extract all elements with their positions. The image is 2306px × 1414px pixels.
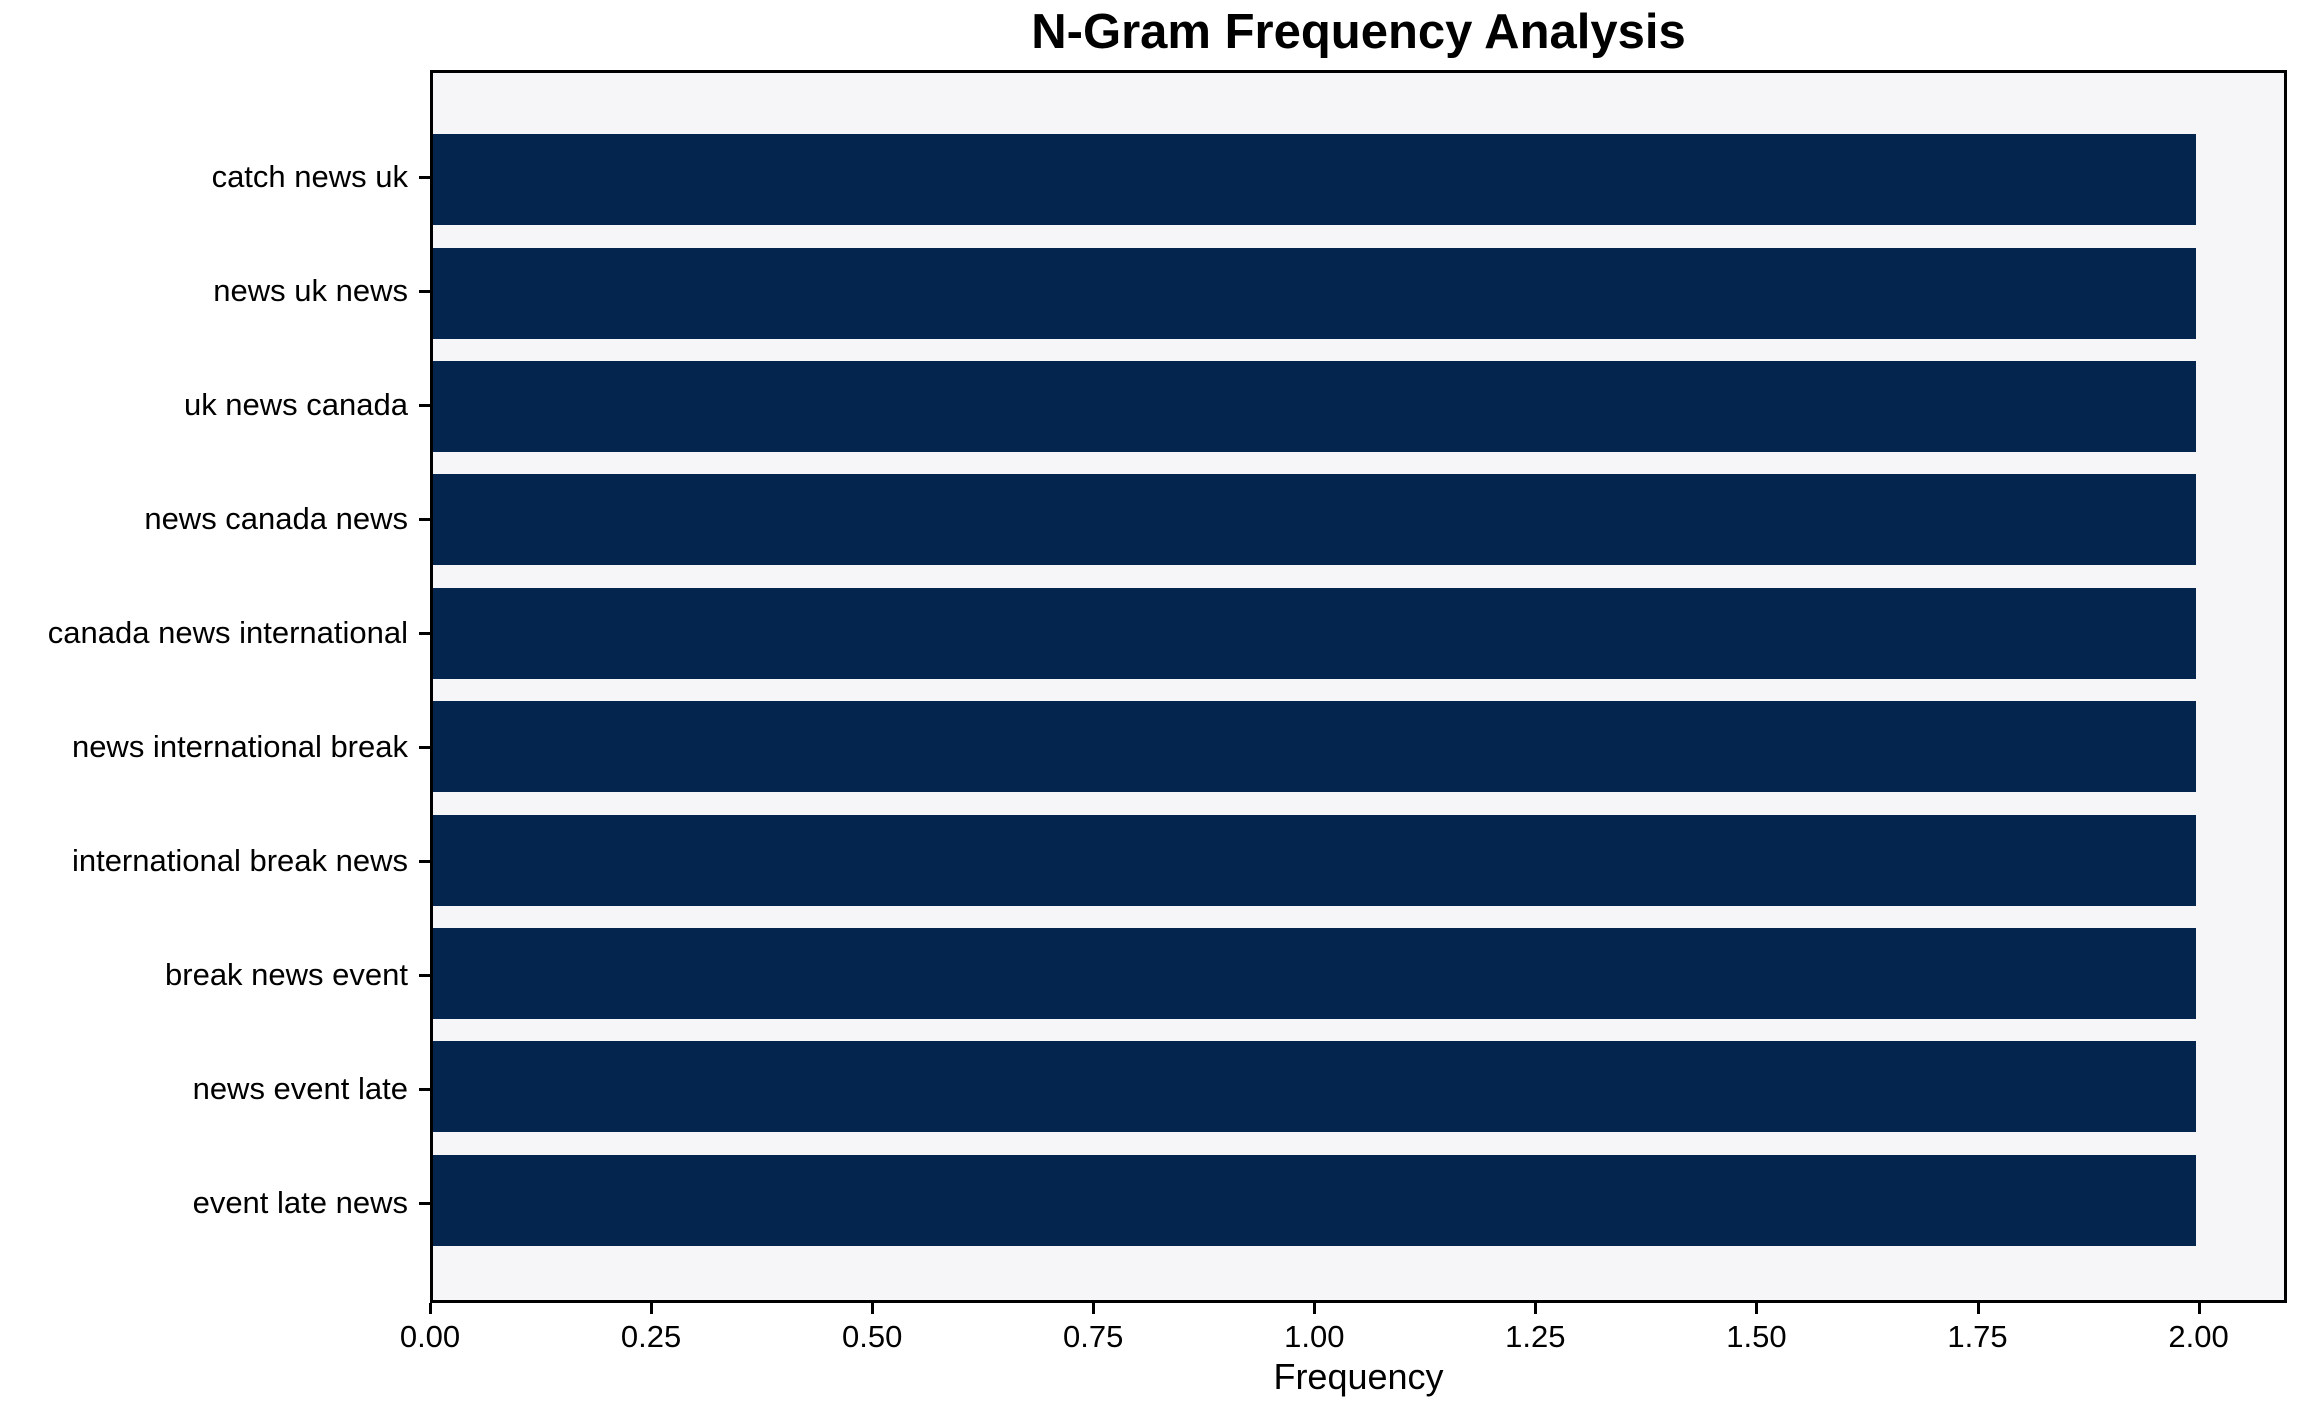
x-tick-label: 1.75 xyxy=(1947,1319,2008,1354)
y-tick-row xyxy=(419,918,430,1032)
y-tick-row xyxy=(419,804,430,918)
bar-row xyxy=(433,577,2284,690)
y-axis-labels: catch news uk news uk news uk news canada n… xyxy=(0,70,408,1303)
y-tick-row xyxy=(419,1146,430,1260)
bar-row xyxy=(433,350,2284,463)
bar-row xyxy=(433,803,2284,916)
y-tick-row xyxy=(419,690,430,804)
bar-row xyxy=(433,917,2284,1030)
bar xyxy=(433,928,2196,1020)
y-tick-row xyxy=(419,234,430,348)
y-tick-mark xyxy=(419,973,430,977)
x-tick-label: 1.25 xyxy=(1505,1319,1566,1354)
x-axis-ticks: 0.00 0.25 0.50 0.75 1.00 1.25 1.50 1.75 2.00 xyxy=(400,1303,2287,1363)
bar-row xyxy=(433,1144,2284,1257)
bar xyxy=(433,361,2196,453)
y-tick-label: catch news uk xyxy=(211,159,408,194)
y-tick-label: break news event xyxy=(165,957,408,992)
y-tick-row xyxy=(419,462,430,576)
y-tick-mark xyxy=(419,859,430,863)
y-tick-label: news uk news xyxy=(213,273,408,308)
plot-area xyxy=(430,70,2287,1303)
bar-row xyxy=(433,1030,2284,1143)
x-tick-label: 0.00 xyxy=(399,1319,461,1354)
y-tick-mark xyxy=(419,745,430,749)
y-tick-mark xyxy=(419,175,430,179)
y-tick-mark xyxy=(419,289,430,293)
x-tick-mark xyxy=(1092,1303,1096,1314)
bar xyxy=(433,701,2196,793)
y-axis-tick-marks xyxy=(419,70,430,1303)
bar-row xyxy=(433,690,2284,803)
y-tick-mark xyxy=(419,517,430,521)
y-tick-mark xyxy=(419,403,430,407)
x-tick-mark xyxy=(429,1303,432,1314)
x-tick-mark xyxy=(1976,1303,1980,1314)
y-tick-label: canada news international xyxy=(47,615,408,650)
bar-row xyxy=(433,463,2284,576)
y-tick-row xyxy=(419,348,430,462)
bar xyxy=(433,1154,2196,1246)
x-tick-mark xyxy=(1313,1303,1317,1314)
x-axis-title: Frequency xyxy=(1273,1356,1444,1397)
x-tick-label: 2.00 xyxy=(2168,1319,2229,1354)
y-tick-row xyxy=(419,1032,430,1146)
bar xyxy=(433,587,2196,679)
x-tick-mark xyxy=(871,1303,875,1314)
y-tick-label: news international break xyxy=(71,729,408,764)
y-tick-label: international break news xyxy=(71,843,408,878)
x-tick-label: 1.50 xyxy=(1726,1319,1787,1354)
y-tick-row xyxy=(419,576,430,690)
bar-row xyxy=(433,123,2284,236)
y-tick-label: uk news canada xyxy=(183,387,408,422)
x-tick-mark xyxy=(2197,1303,2201,1314)
x-tick-mark xyxy=(1755,1303,1759,1314)
chart-title: N-Gram Frequency Analysis xyxy=(1031,5,1686,59)
bar xyxy=(433,134,2196,226)
x-tick-label: 0.75 xyxy=(1063,1319,1124,1354)
y-tick-label: news event late xyxy=(192,1071,408,1106)
x-tick-label: 0.25 xyxy=(620,1319,682,1354)
bar xyxy=(433,247,2196,339)
y-tick-label: news canada news xyxy=(144,501,408,536)
bar xyxy=(433,1041,2196,1133)
bar-row xyxy=(433,236,2284,349)
x-tick-label: 1.00 xyxy=(1284,1319,1345,1354)
y-tick-mark xyxy=(419,1087,430,1091)
bar xyxy=(433,474,2196,566)
bar xyxy=(433,814,2196,906)
y-tick-label: event late news xyxy=(192,1185,408,1220)
x-tick-mark xyxy=(650,1303,654,1314)
y-tick-row xyxy=(419,120,430,234)
x-tick-label: 0.50 xyxy=(841,1319,903,1354)
y-tick-mark xyxy=(419,631,430,635)
y-tick-mark xyxy=(419,1201,430,1205)
x-tick-mark xyxy=(1534,1303,1538,1314)
